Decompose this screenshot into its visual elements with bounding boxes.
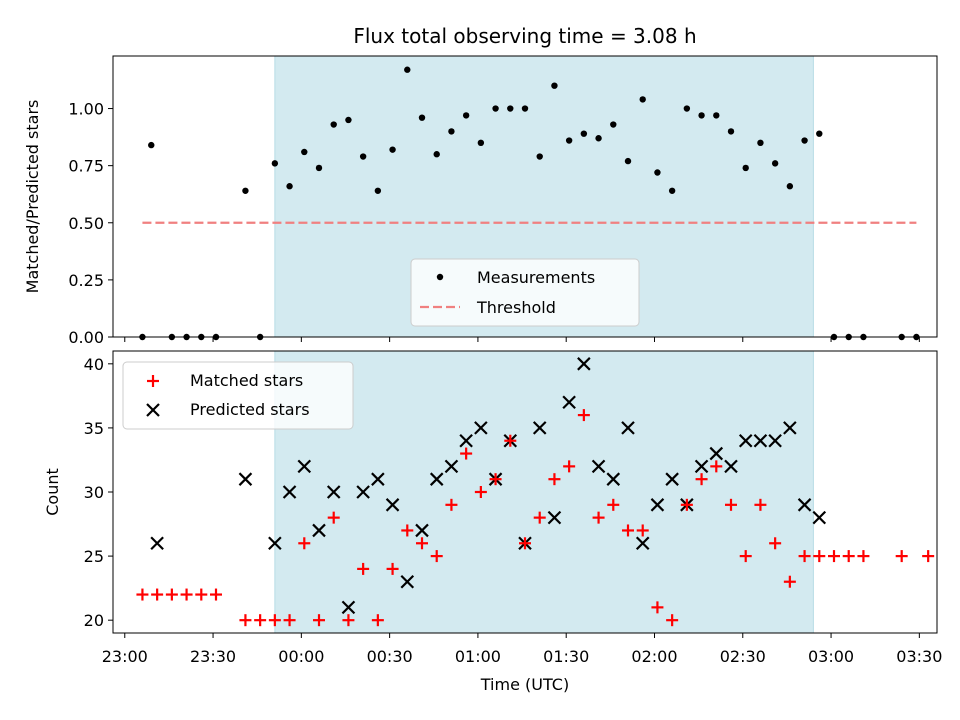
- legend-label-measurements: Measurements: [477, 268, 595, 287]
- measurement-point: [448, 128, 454, 134]
- measurement-point: [301, 149, 307, 155]
- measurement-point: [375, 188, 381, 194]
- measurement-point: [640, 96, 646, 102]
- measurement-point: [684, 105, 690, 111]
- legend-label-matched: Matched stars: [190, 371, 303, 390]
- measurement-point: [669, 188, 675, 194]
- measurement-point: [566, 137, 572, 143]
- x-tick-label: 00:00: [278, 647, 324, 666]
- legend-label-predicted: Predicted stars: [190, 400, 310, 419]
- measurement-point: [728, 128, 734, 134]
- measurement-point: [492, 105, 498, 111]
- y-tick-label: 0.00: [68, 328, 104, 347]
- chart: Flux total observing time = 3.08 h 0.00 0…: [0, 0, 960, 720]
- measurement-point: [419, 114, 425, 120]
- measurement-point: [537, 153, 543, 159]
- measurement-point: [772, 160, 778, 166]
- y-tick-label: 35: [84, 419, 104, 438]
- y-tick-label: 0.75: [68, 157, 104, 176]
- x-tick-label: 00:30: [367, 647, 413, 666]
- x-tick-label: 23:00: [102, 647, 148, 666]
- measurement-point: [360, 153, 366, 159]
- measurement-point: [389, 146, 395, 152]
- x-tick-label: 03:30: [896, 647, 942, 666]
- measurement-point: [522, 105, 528, 111]
- bottom-legend: Matched stars Predicted stars: [123, 362, 353, 429]
- bottom-y-label: Count: [43, 468, 62, 516]
- measurement-point: [787, 183, 793, 189]
- legend-marker-measurements: [437, 274, 443, 280]
- y-tick-label: 40: [84, 355, 104, 374]
- measurement-point: [404, 67, 410, 73]
- measurement-point: [654, 169, 660, 175]
- y-tick-label: 30: [84, 483, 104, 502]
- y-tick-label: 1.00: [68, 100, 104, 119]
- x-tick-label: 02:30: [720, 647, 766, 666]
- measurement-point: [331, 121, 337, 127]
- bottom-shade-span: [275, 351, 814, 633]
- measurement-point: [625, 158, 631, 164]
- measurement-point: [816, 130, 822, 136]
- x-tick-label: 03:00: [808, 647, 854, 666]
- measurement-point: [595, 135, 601, 141]
- measurement-point: [551, 82, 557, 88]
- measurement-point: [801, 137, 807, 143]
- measurement-point: [345, 117, 351, 123]
- chart-title: Flux total observing time = 3.08 h: [353, 24, 696, 48]
- measurement-point: [316, 165, 322, 171]
- measurement-point: [478, 140, 484, 146]
- y-tick-label: 0.50: [68, 214, 104, 233]
- x-tick-label: 01:30: [543, 647, 589, 666]
- x-axis-label: Time (UTC): [480, 675, 569, 694]
- measurement-point: [581, 130, 587, 136]
- measurement-point: [698, 112, 704, 118]
- top-legend: Measurements Threshold: [411, 259, 639, 326]
- measurement-point: [463, 112, 469, 118]
- y-tick-label: 0.25: [68, 271, 104, 290]
- measurement-point: [434, 151, 440, 157]
- measurement-point: [757, 140, 763, 146]
- x-tick-label: 23:30: [190, 647, 236, 666]
- y-tick-label: 25: [84, 547, 104, 566]
- legend-label-threshold: Threshold: [476, 298, 556, 317]
- measurement-point: [148, 142, 154, 148]
- measurement-point: [272, 160, 278, 166]
- measurement-point: [286, 183, 292, 189]
- x-tick-label: 02:00: [631, 647, 677, 666]
- measurement-point: [242, 188, 248, 194]
- y-tick-label: 20: [84, 611, 104, 630]
- measurement-point: [610, 121, 616, 127]
- top-y-label: Matched/Predicted stars: [23, 100, 42, 294]
- measurement-point: [713, 112, 719, 118]
- measurement-point: [507, 105, 513, 111]
- measurement-point: [743, 165, 749, 171]
- x-tick-label: 01:00: [455, 647, 501, 666]
